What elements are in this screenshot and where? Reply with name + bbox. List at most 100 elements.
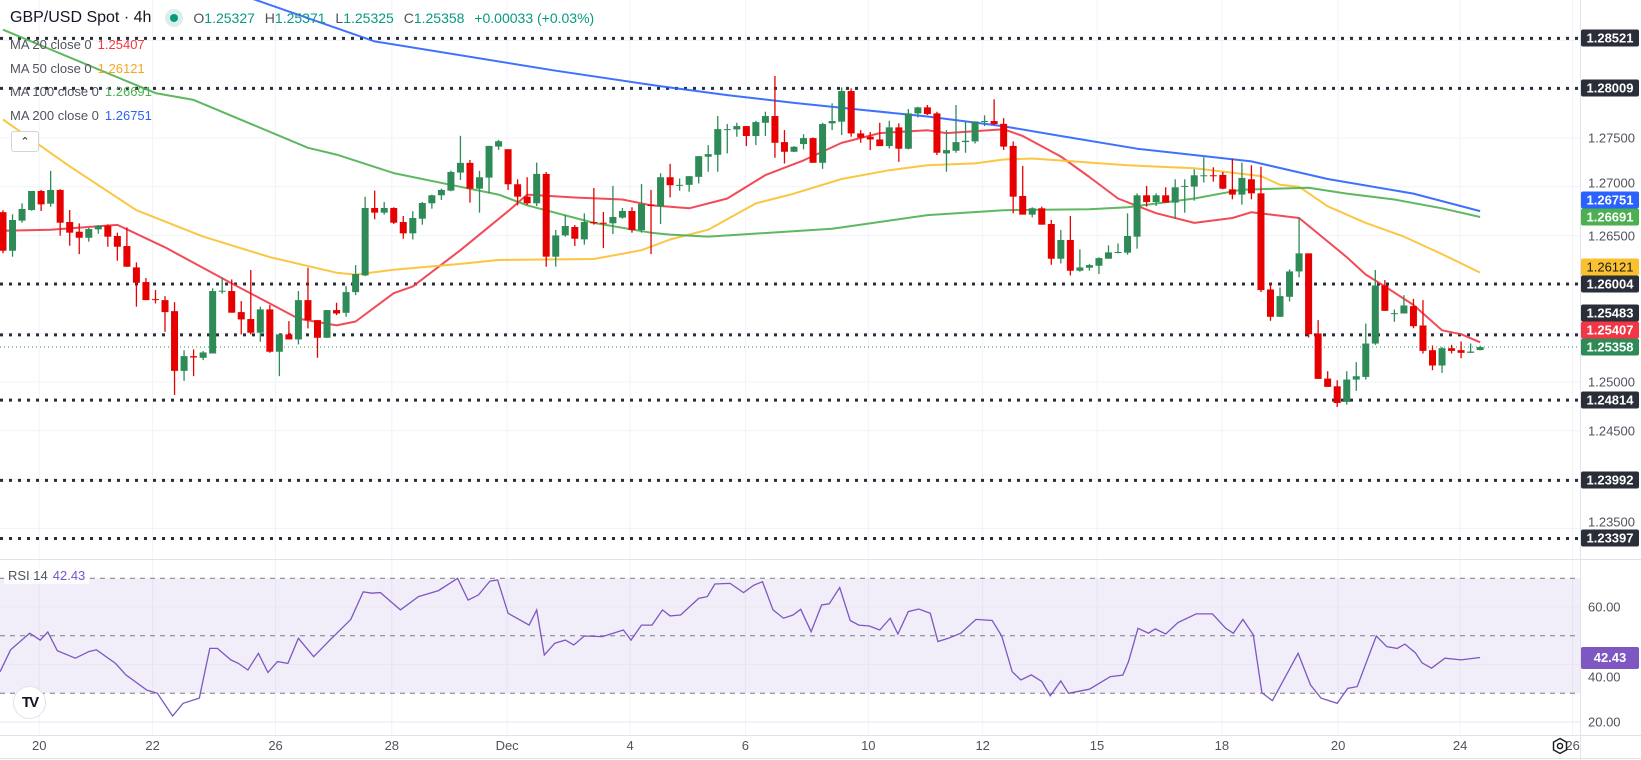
candle [247,270,255,335]
candle-body [1219,174,1227,189]
candle [1467,343,1475,353]
candle [275,334,283,377]
rsi-legend[interactable]: RSI 14 42.43 [4,567,90,584]
candle-body [399,222,407,234]
candle-body [437,189,445,196]
candle [9,214,17,257]
time-tick-label: 6 [741,738,749,753]
candle [914,106,922,118]
candle [495,139,503,150]
legend-ma100[interactable]: MA 100 close 0 1.26691 [10,80,152,104]
level-price-label: 1.28521 [1581,29,1639,47]
candle [857,130,865,143]
candle-body [1419,325,1427,351]
candle [733,122,741,137]
candle-body [456,162,464,173]
candle [1429,345,1436,371]
candle [37,189,45,212]
legend-label: MA 20 close 0 [10,37,92,52]
tradingview-logo[interactable]: TV [13,686,46,719]
candle [409,211,417,240]
candle-body [9,219,17,251]
candle [1133,193,1141,249]
candle [1066,215,1074,276]
candle-body [676,184,684,186]
candle [199,351,207,361]
legend-ma20[interactable]: MA 20 close 0 1.25407 [10,33,152,57]
rsi-pane[interactable] [0,560,1580,735]
candle [933,111,941,156]
candle [618,207,626,219]
legend-ma50[interactable]: MA 50 close 0 1.26121 [10,57,152,81]
candle [390,207,398,224]
candle [1476,345,1484,351]
collapse-legend-button[interactable]: ⌃ [11,131,39,152]
price-axis[interactable]: 1.23397 1.23992 1.24814 1.25358 1.25407 1.254… [1581,0,1641,735]
candle-body [428,195,436,204]
candle-body [828,121,836,124]
candle [1333,380,1341,407]
legend-label: MA 200 close 0 [10,107,99,123]
candle-body [342,292,350,313]
market-status-icon[interactable] [165,9,184,27]
candle-body [504,149,512,185]
candle-body [37,190,45,205]
candle-body [390,207,398,223]
candle [85,227,93,242]
candle [123,227,131,267]
candle [704,145,712,172]
candle [1181,179,1189,213]
candle-body [1390,313,1398,315]
price-chart-pane[interactable] [0,0,1580,559]
candle-body [628,211,636,231]
candle-body [1124,235,1132,253]
candle-body [409,218,417,234]
candle [1209,167,1217,182]
open-value: 1.25327 [204,10,255,26]
candle-body [1457,350,1465,353]
candle [1219,171,1227,190]
candle-body [94,225,102,230]
level-price-label: 1.23397 [1581,529,1639,547]
candle-body [962,140,970,143]
candle [609,185,617,235]
ma-price-label: 1.26121 [1581,258,1639,276]
candle [1238,162,1246,205]
candle [142,278,150,301]
candle [266,305,274,353]
time-axis[interactable]: 20 22 26 28 Dec 4 6 10 12 15 18 20 24 26 [0,736,1580,760]
candle-body [1095,258,1103,266]
pane-separator[interactable] [0,559,1641,560]
time-tick-label: 28 [384,738,400,753]
candle-body [1343,379,1351,402]
candle [1409,298,1417,329]
legend-label: MA 100 close 0 [10,84,99,99]
rsi-label: RSI 14 [8,568,48,583]
settings-gear-icon[interactable] [1551,737,1569,755]
candle-body [113,235,121,247]
candle-body [1467,351,1475,353]
candle [1390,309,1398,322]
legend-value: 1.25407 [97,37,145,52]
candle [75,223,83,255]
candle [676,178,684,191]
candle-body [599,222,607,224]
candle-body [380,207,388,213]
rsi-tick-label: 60.00 [1588,599,1621,615]
low-label: L [335,10,344,26]
legend-value: 1.26751 [104,107,152,123]
candle [476,170,483,213]
candle [466,159,474,203]
candle-body [447,171,455,191]
symbol-title[interactable]: GBP/USD Spot · 4h [10,9,152,26]
candle [1038,206,1046,225]
legend-ma200[interactable]: MA 200 close 0 1.26751 [10,104,152,128]
candle [0,210,7,254]
candle-body [647,204,655,207]
candle [352,265,360,296]
candle-body [1247,179,1255,194]
candle-body [657,177,665,207]
candle-body [1438,348,1446,366]
candle-body [1362,343,1370,377]
candle [971,121,979,144]
